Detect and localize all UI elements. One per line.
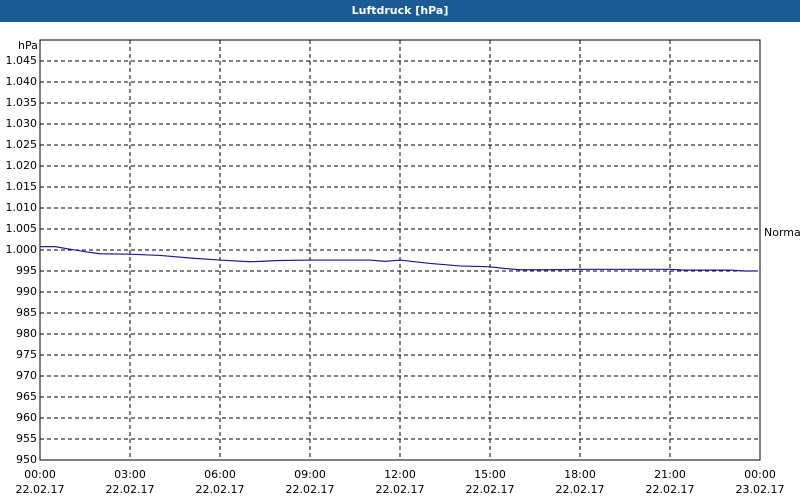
y-tick-label: 980 bbox=[16, 327, 37, 340]
annotation: Normal bbox=[764, 226, 800, 239]
x-tick-date: 22.02.17 bbox=[646, 483, 695, 496]
x-tick-date: 22.02.17 bbox=[376, 483, 425, 496]
y-tick-label: 1.020 bbox=[6, 159, 38, 172]
x-tick-label: 21:00 bbox=[654, 468, 686, 481]
x-tick-label: 00:00 bbox=[744, 468, 776, 481]
x-tick-date: 22.02.17 bbox=[556, 483, 605, 496]
y-tick-label: 1.000 bbox=[6, 243, 38, 256]
x-tick-label: 12:00 bbox=[384, 468, 416, 481]
y-tick-label: 960 bbox=[16, 411, 37, 424]
y-tick-label: 975 bbox=[16, 348, 37, 361]
y-tick-label: 1.005 bbox=[6, 222, 38, 235]
y-tick-label: 1.035 bbox=[6, 96, 38, 109]
y-tick-label: 1.040 bbox=[6, 75, 38, 88]
x-tick-date: 23.02.17 bbox=[736, 483, 785, 496]
x-tick-label: 00:00 bbox=[24, 468, 56, 481]
y-tick-label: 950 bbox=[16, 453, 37, 466]
y-tick-label: 985 bbox=[16, 306, 37, 319]
y-tick-label: 970 bbox=[16, 369, 37, 382]
y-tick-label: 1.015 bbox=[6, 180, 38, 193]
data-line bbox=[40, 246, 757, 272]
y-tick-label: 1.030 bbox=[6, 117, 38, 130]
x-tick-label: 15:00 bbox=[474, 468, 506, 481]
y-tick-label: 990 bbox=[16, 285, 37, 298]
x-tick-label: 06:00 bbox=[204, 468, 236, 481]
x-tick-date: 22.02.17 bbox=[466, 483, 515, 496]
x-tick-label: 18:00 bbox=[564, 468, 596, 481]
y-tick-label: 965 bbox=[16, 390, 37, 403]
x-tick-date: 22.02.17 bbox=[16, 483, 65, 496]
title-bar: Luftdruck [hPa] bbox=[0, 0, 800, 22]
x-tick-label: 09:00 bbox=[294, 468, 326, 481]
y-tick-label: 955 bbox=[16, 432, 37, 445]
y-tick-label: 1.045 bbox=[6, 54, 38, 67]
x-tick-label: 03:00 bbox=[114, 468, 146, 481]
y-axis-label: hPa bbox=[18, 39, 38, 52]
x-tick-date: 22.02.17 bbox=[286, 483, 335, 496]
x-tick-date: 22.02.17 bbox=[196, 483, 245, 496]
y-tick-label: 995 bbox=[16, 264, 37, 277]
y-tick-label: 1.010 bbox=[6, 201, 38, 214]
x-tick-date: 22.02.17 bbox=[106, 483, 155, 496]
y-tick-label: 1.025 bbox=[6, 138, 38, 151]
